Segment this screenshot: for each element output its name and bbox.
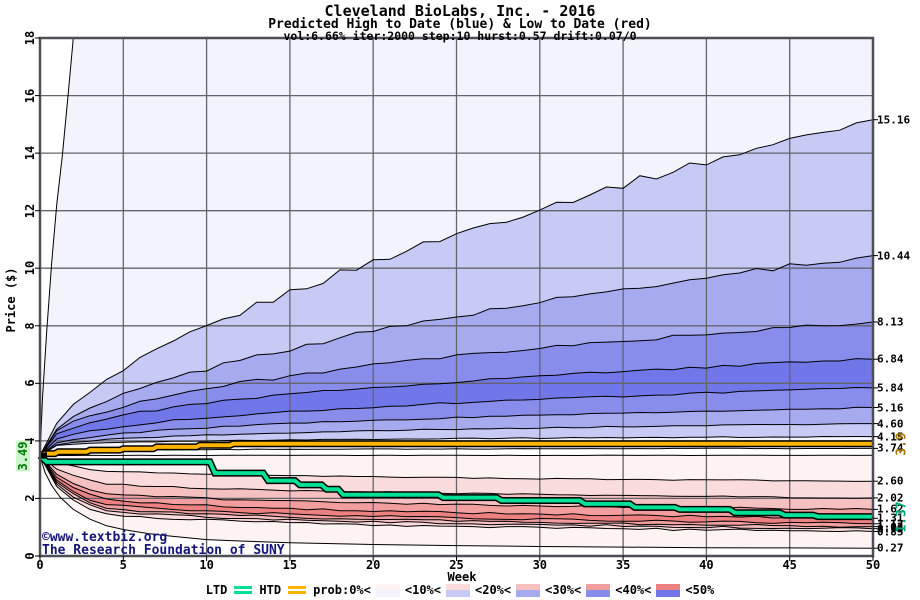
right-price-label: 1.31 bbox=[877, 511, 904, 525]
legend-prob-label: <50% bbox=[685, 583, 715, 597]
x-tick-label: 40 bbox=[699, 558, 714, 572]
ltd-line-swatch bbox=[234, 586, 253, 594]
swatch-red-half bbox=[516, 583, 541, 590]
swatch-blue-half bbox=[586, 590, 611, 597]
y-tick-label: 14 bbox=[23, 145, 37, 161]
swatch-red-half bbox=[586, 583, 611, 590]
swatch-red-half bbox=[375, 583, 400, 590]
htd-line-swatch bbox=[288, 586, 307, 594]
x-tick-label: 50 bbox=[865, 558, 881, 572]
right-price-label: 8.13 bbox=[877, 315, 904, 329]
ltd-final-label: 1.37 bbox=[894, 500, 910, 533]
swatch-blue-half bbox=[656, 590, 681, 597]
right-price-label: 6.84 bbox=[877, 352, 904, 366]
right-price-label: 4.15 bbox=[877, 430, 904, 444]
x-tick-label: 30 bbox=[532, 558, 548, 572]
right-price-label: 0.85 bbox=[877, 525, 904, 538]
swatch-red-half bbox=[446, 583, 470, 590]
legend-prob-label: <30%< bbox=[545, 583, 582, 597]
y-tick-label: 16 bbox=[23, 88, 37, 103]
right-price-label: 0.95 bbox=[877, 522, 904, 536]
swatch-red-half bbox=[656, 583, 681, 590]
right-price-label: 1.02 bbox=[877, 520, 904, 534]
y-axis-title: Price ($) bbox=[4, 267, 18, 333]
x-tick-label: 15 bbox=[282, 558, 298, 572]
x-tick-label: 25 bbox=[449, 558, 464, 572]
y-tick-label: 18 bbox=[23, 30, 37, 46]
legend-htd-label: HTD bbox=[259, 583, 282, 597]
right-price-label: 5.16 bbox=[877, 401, 904, 414]
right-price-label: 3.74 bbox=[877, 441, 904, 455]
y-tick-label: 6 bbox=[23, 379, 37, 387]
x-tick-label: 0 bbox=[36, 558, 44, 572]
probability-band-swatch bbox=[656, 583, 681, 597]
right-price-label: 15.16 bbox=[877, 113, 911, 127]
probability-band-swatch bbox=[375, 583, 400, 597]
right-price-label: 0.27 bbox=[877, 541, 904, 555]
chart-subtitle: Predicted High to Date (blue) & Low to D… bbox=[268, 17, 652, 32]
right-price-label: 4.60 bbox=[877, 417, 904, 431]
right-price-label: 2.02 bbox=[877, 491, 904, 505]
legend-prob-label: <40%< bbox=[615, 583, 652, 597]
right-price-label: 5.84 bbox=[877, 381, 904, 395]
chart-title: Cleveland BioLabs, Inc. - 2016 bbox=[324, 2, 596, 20]
swatch-blue-half bbox=[516, 590, 541, 597]
chart-parameters: vol:6.66% iter:2000 step:10 hurst:0.57 d… bbox=[283, 29, 637, 43]
right-price-label: 1.12 bbox=[877, 517, 904, 531]
right-price-label: 1.62 bbox=[877, 502, 904, 516]
probability-band-swatch bbox=[516, 583, 541, 597]
legend: LTD HTD prob:0%< <10%< <20%< <30%< <40%< <50% bbox=[0, 583, 920, 597]
right-price-label: 2.60 bbox=[877, 474, 904, 488]
x-tick-label: 10 bbox=[199, 558, 214, 572]
x-tick-label: 35 bbox=[615, 558, 631, 572]
x-tick-label: 5 bbox=[119, 558, 127, 572]
y-tick-label: 10 bbox=[23, 260, 37, 276]
start-price-label: 3.49 bbox=[16, 440, 30, 472]
watermark-line1: ©www.textbiz.org bbox=[42, 530, 168, 545]
x-tick-label: 20 bbox=[365, 558, 381, 572]
right-price-label: 10.44 bbox=[877, 249, 911, 263]
x-tick-label: 45 bbox=[782, 558, 797, 572]
y-tick-label: 0 bbox=[23, 552, 37, 560]
y-tick-label: 2 bbox=[23, 494, 37, 503]
legend-prob-label: <10%< bbox=[404, 583, 441, 597]
swatch-blue-half bbox=[446, 590, 470, 597]
probability-band-swatch bbox=[586, 583, 611, 597]
watermark-line2: The Research Foundation of SUNY bbox=[42, 543, 285, 558]
y-tick-label: 12 bbox=[23, 203, 37, 218]
legend-prob-label: <20%< bbox=[475, 583, 512, 597]
x-axis-title: Week bbox=[447, 570, 477, 584]
legend-prob-label: prob:0%< bbox=[313, 583, 371, 597]
probability-band-swatch bbox=[446, 583, 470, 597]
y-tick-label: 8 bbox=[23, 322, 37, 330]
htd-final-label: 3.9 bbox=[894, 432, 910, 456]
legend-ltd-label: LTD bbox=[205, 583, 228, 597]
swatch-blue-half bbox=[375, 590, 400, 597]
